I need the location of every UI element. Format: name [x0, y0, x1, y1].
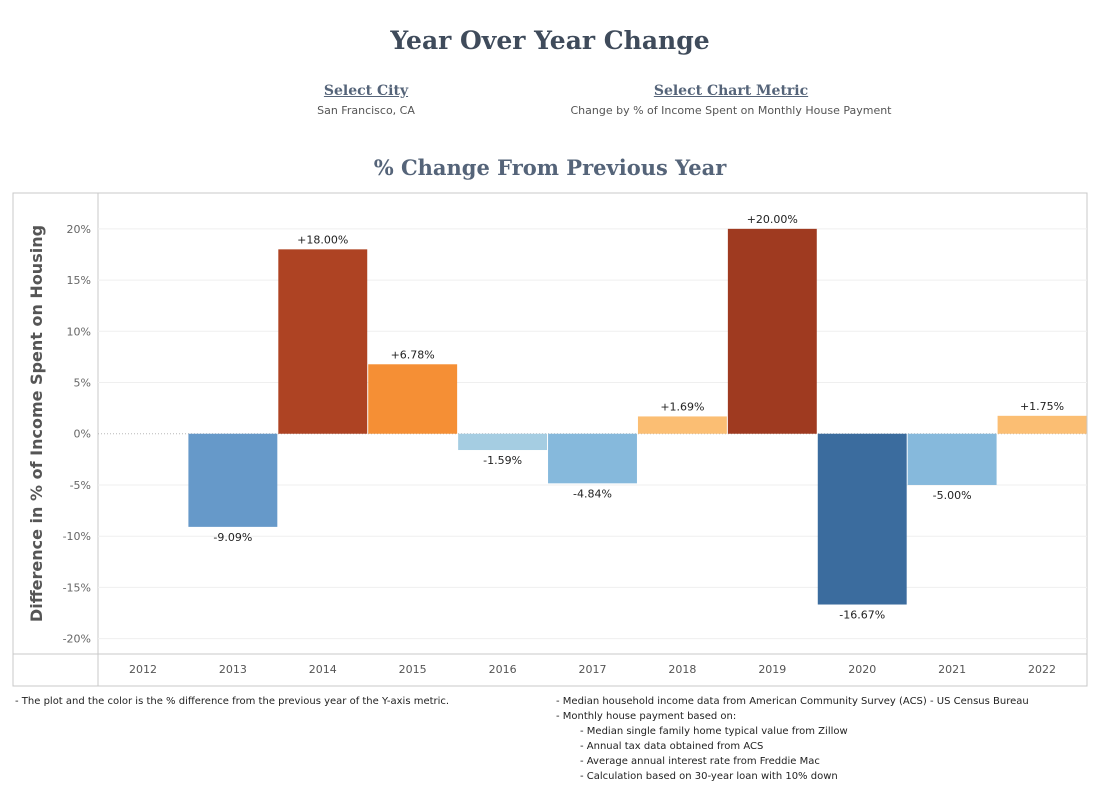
bar	[548, 433, 637, 484]
bar	[188, 433, 278, 527]
data-label: -5.00%	[933, 489, 972, 502]
footer-subnote: - Median single family home typical valu…	[580, 726, 848, 737]
x-tick-label: 2013	[219, 663, 247, 676]
x-tick-label: 2012	[129, 663, 157, 676]
x-tick-label: 2015	[399, 663, 427, 676]
y-tick-label: 0%	[74, 428, 91, 441]
data-label: +20.00%	[747, 213, 798, 226]
x-tick-label: 2020	[848, 663, 876, 676]
data-label: -16.67%	[839, 609, 885, 622]
y-tick-label: -20%	[63, 633, 91, 646]
y-tick-label: 5%	[74, 377, 91, 390]
bar	[997, 415, 1087, 434]
x-tick-label: 2014	[309, 663, 337, 676]
x-tick-label: 2017	[579, 663, 607, 676]
data-label: +1.75%	[1020, 400, 1064, 413]
bar	[458, 433, 548, 451]
footer-subnote: - Calculation based on 30-year loan with…	[580, 771, 838, 782]
footer-note: - Monthly house payment based on:	[556, 711, 737, 722]
data-label: +1.69%	[660, 400, 704, 413]
bar	[817, 433, 907, 605]
y-tick-label: -15%	[63, 581, 91, 594]
x-tick-label: 2022	[1028, 663, 1056, 676]
bar	[368, 364, 458, 434]
x-tick-label: 2019	[758, 663, 786, 676]
y-tick-label: 10%	[67, 325, 91, 338]
selected-metric-value[interactable]: Change by % of Income Spent on Monthly H…	[570, 104, 892, 117]
select-city-label[interactable]: Select City	[323, 83, 409, 99]
bar	[907, 433, 997, 485]
bar	[637, 416, 727, 434]
selected-city-value[interactable]: San Francisco, CA	[317, 104, 415, 117]
data-label: +6.78%	[391, 348, 435, 361]
bar	[727, 228, 817, 434]
data-label: -4.84%	[573, 487, 612, 500]
chart-frame	[12, 192, 1088, 687]
footer-subnote: - Average annual interest rate from Fred…	[580, 756, 820, 767]
page-title: Year Over Year Change	[390, 26, 710, 55]
y-tick-label: 20%	[67, 223, 91, 236]
y-tick-label: -5%	[70, 479, 91, 492]
y-tick-label: -10%	[63, 530, 91, 543]
select-metric-label[interactable]: Select Chart Metric	[653, 83, 809, 99]
city-selector[interactable]: Select City San Francisco, CA	[170, 83, 562, 117]
y-tick-label: 15%	[67, 274, 91, 287]
x-tick-label: 2018	[668, 663, 696, 676]
x-tick-label: 2016	[489, 663, 517, 676]
data-label: -9.09%	[213, 531, 252, 544]
footer-note: - The plot and the color is the % differ…	[15, 696, 450, 707]
x-tick-label: 2021	[938, 663, 966, 676]
data-label: +18.00%	[297, 233, 348, 246]
footer-notes-right: - Median household income data from Amer…	[556, 694, 1096, 784]
data-label: -1.59%	[483, 454, 522, 467]
chart-title: % Change From Previous Year	[373, 155, 727, 180]
y-axis-title: Difference in % of Income Spent on Housi…	[27, 225, 46, 622]
footer-notes-left: - The plot and the color is the % differ…	[15, 694, 535, 709]
footer-note: - Median household income data from Amer…	[556, 696, 1029, 707]
bar	[278, 249, 368, 434]
metric-selector[interactable]: Select Chart Metric Change by % of Incom…	[530, 83, 932, 117]
footer-subnote: - Annual tax data obtained from ACS	[580, 741, 764, 752]
